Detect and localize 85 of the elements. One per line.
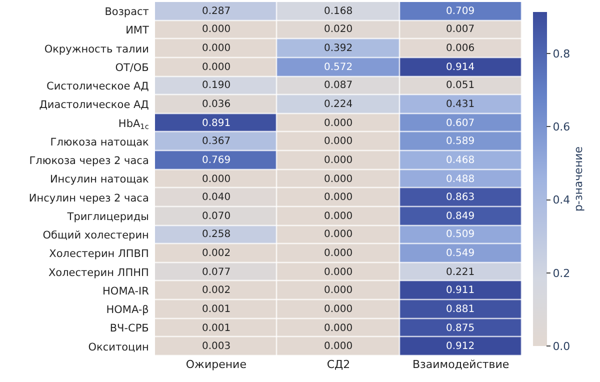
y-tick-label: Окситоцин (88, 341, 149, 354)
data-label: 0.168 (324, 6, 353, 17)
data-label: 0.006 (446, 43, 475, 54)
y-tick-label: Окружность талии (44, 43, 149, 56)
data-label: 0.488 (446, 174, 475, 185)
data-label: 0.087 (324, 80, 353, 91)
data-label: 0.000 (324, 155, 353, 166)
color-bar-label: 0.0 (552, 340, 570, 353)
data-label: 0.000 (324, 136, 353, 147)
data-label: 0.007 (446, 24, 475, 35)
data-label: 0.769 (202, 155, 231, 166)
data-label: 0.881 (446, 304, 475, 315)
y-tick-label: Возраст (104, 6, 149, 18)
data-label: 0.036 (202, 99, 231, 110)
data-label: 0.221 (446, 267, 475, 278)
data-label: 0.000 (324, 267, 353, 278)
x-tick-label: Ожирение (186, 358, 247, 371)
data-label: 0.000 (202, 62, 231, 73)
data-label: 0.000 (324, 248, 353, 259)
data-label: 0.000 (324, 192, 353, 203)
data-label: 0.891 (202, 118, 231, 129)
data-label: 0.912 (446, 341, 475, 352)
x-tick-label: Взаимодействие (412, 358, 510, 371)
data-label: 0.287 (202, 6, 231, 17)
data-label: 0.000 (324, 118, 353, 129)
y-tick-label: Общий холестерин (42, 230, 149, 242)
y-tick-label: ВЧ-СРБ (110, 322, 149, 335)
y-tick-label: Инсулин через 2 часа (28, 192, 149, 204)
data-label: 0.002 (202, 285, 231, 296)
data-label: 0.468 (446, 155, 475, 166)
color-bar-title: p-значение (572, 146, 586, 212)
data-label: 0.914 (446, 62, 475, 73)
data-label: 0.002 (202, 248, 231, 259)
data-label: 0.001 (202, 323, 231, 334)
data-label: 0.000 (324, 341, 353, 352)
data-label: 0.367 (202, 136, 231, 147)
data-label: 0.000 (324, 174, 353, 185)
data-label: 0.875 (446, 323, 475, 334)
data-label: 0.000 (324, 229, 353, 240)
color-bar-label: 0.2 (552, 266, 570, 280)
data-label: 0.070 (202, 211, 231, 222)
data-label: 0.911 (446, 285, 475, 296)
data-label: 0.000 (324, 211, 353, 222)
y-tick-label: HOMA-β (106, 304, 149, 316)
data-label: 0.000 (202, 174, 231, 185)
y-tick-label: Диастолическое АД (39, 99, 149, 112)
y-tick-label: ОТ/ОБ (115, 62, 149, 74)
data-label: 0.190 (202, 80, 231, 91)
y-tick-label: Холестерин ЛПВП (49, 248, 149, 260)
color-bar-label: 0.6 (552, 120, 570, 134)
y-tick-label: Глюкоза через 2 часа (29, 155, 149, 168)
data-label: 0.509 (446, 229, 475, 240)
y-tick-label: HOMA-IR (102, 285, 149, 298)
data-label: 0.849 (446, 211, 475, 222)
y-tick-label: Триглицериды (66, 210, 149, 223)
data-label: 0.051 (446, 80, 475, 91)
data-label: 0.392 (324, 43, 353, 54)
data-label: 0.003 (202, 341, 231, 352)
data-label: 0.020 (324, 24, 353, 35)
data-label: 0.077 (202, 267, 231, 278)
data-label: 0.040 (202, 192, 231, 203)
y-tick-label: HbA$_{1c}$ (118, 118, 149, 131)
data-label: 0.000 (324, 304, 353, 315)
data-label: 0.431 (446, 99, 475, 110)
color-bar-label: 0.8 (552, 48, 570, 61)
y-tick-label: Систолическое АД (46, 80, 149, 93)
y-tick-label: Инсулин натощак (50, 174, 149, 186)
data-label: 0.001 (202, 304, 231, 315)
color-bar-label: 0.4 (552, 194, 570, 207)
data-label: 0.549 (446, 248, 475, 259)
data-label: 0.863 (446, 192, 475, 203)
x-tick-label: СД2 (326, 358, 350, 371)
y-tick-label: Холестерин ЛПНП (48, 266, 149, 279)
data-label: 0.607 (446, 118, 475, 129)
data-label: 0.709 (446, 6, 475, 17)
data-label: 0.589 (446, 136, 475, 147)
y-tick-label: ИМТ (126, 24, 150, 37)
data-label: 0.000 (202, 24, 231, 35)
data-label: 0.000 (324, 285, 353, 296)
data-label: 0.258 (202, 229, 231, 240)
data-label: 0.000 (202, 43, 231, 54)
data-label: 0.000 (324, 323, 353, 334)
data-label: 0.572 (324, 62, 353, 73)
y-tick-label: Глюкоза натощак (50, 136, 149, 148)
data-label: 0.224 (324, 99, 353, 110)
